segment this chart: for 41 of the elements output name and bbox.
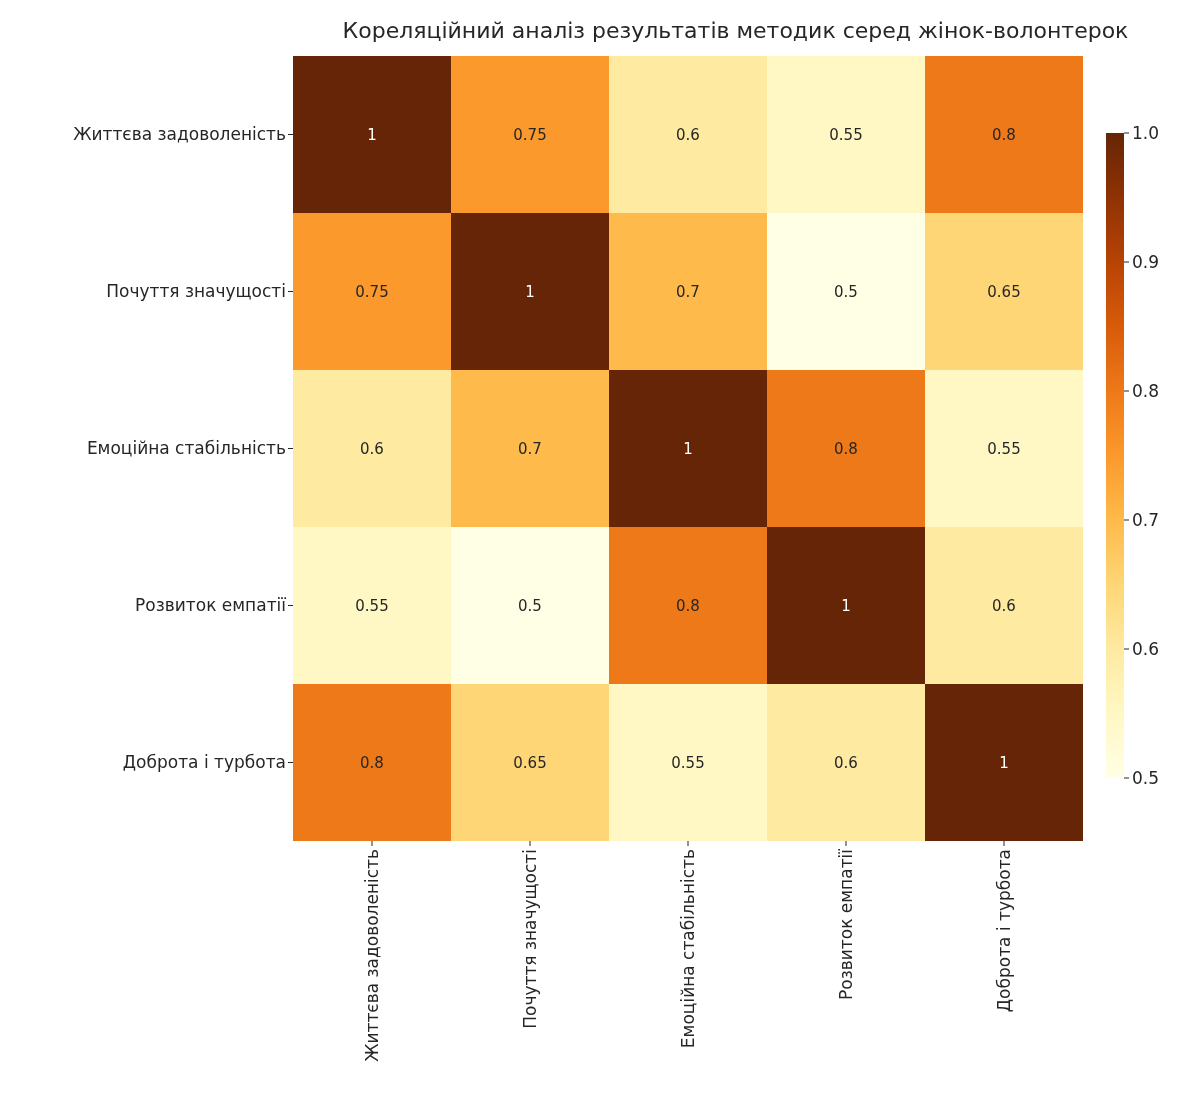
x-tick-label: Розвиток емпатії [835,848,856,1000]
color-bar-label: 0.7 [1132,509,1160,530]
data-label: 0.6 [834,753,858,772]
data-label: 0.75 [355,282,389,301]
data-label: 0.75 [513,125,547,144]
y-tick-label: Емоційна стабільність [86,438,286,459]
data-label: 0.7 [676,282,700,301]
data-label: 0.55 [987,439,1021,458]
y-tick-label: Життєва задоволеність [73,124,286,145]
data-label: 0.5 [834,282,858,301]
data-label: 0.8 [676,596,700,615]
color-bar-label: 1.0 [1132,122,1160,143]
data-label: 1 [525,282,535,301]
color-bar-label: 0.6 [1132,638,1160,659]
data-label: 1 [841,596,851,615]
data-label: 1 [999,753,1009,772]
data-label: 1 [367,125,377,144]
y-tick-label: Доброта і турбота [122,752,286,773]
y-tick-label: Розвиток емпатії [135,595,287,616]
x-tick-label: Емоційна стабільність [677,849,698,1049]
data-label: 0.7 [518,439,542,458]
data-label: 0.55 [829,125,863,144]
color-bar-label: 0.8 [1132,380,1160,401]
color-bar-label: 0.9 [1132,251,1160,272]
data-label: 0.6 [992,596,1016,615]
data-label: 1 [683,439,693,458]
data-label: 0.8 [360,753,384,772]
data-label: 0.5 [518,596,542,615]
data-label: 0.8 [834,439,858,458]
x-tick-label: Доброта і турбота [993,849,1014,1013]
color-bar-label: 0.5 [1132,767,1160,788]
data-label: 0.6 [676,125,700,144]
data-label: 0.65 [987,282,1021,301]
data-label: 0.6 [360,439,384,458]
data-label: 0.8 [992,125,1016,144]
data-label: 0.55 [671,753,705,772]
y-tick-label: Почуття значущості [106,281,286,302]
data-label: 0.65 [513,753,547,772]
data-label: 0.55 [355,596,389,615]
x-tick-label: Почуття значущості [519,849,540,1029]
chart-title: Кореляційний аналіз результатів методик серед жінок-волонтерок [342,18,1129,43]
